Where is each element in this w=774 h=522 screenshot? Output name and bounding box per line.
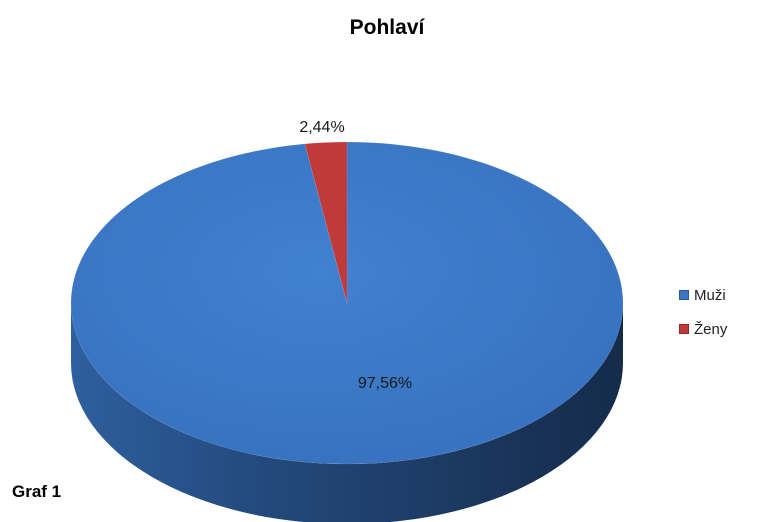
data-label-zeny: 2,44% — [299, 119, 344, 136]
legend-label-muzi: Muži — [694, 286, 726, 304]
legend-item-zeny: Ženy — [679, 318, 727, 340]
legend-swatch-muzi — [679, 290, 689, 300]
legend-label-zeny: Ženy — [694, 320, 728, 338]
data-label-muzi: 97,56% — [358, 375, 412, 392]
legend-item-muzi: Muži — [679, 284, 727, 306]
pie-slice-zeny — [304, 141, 348, 304]
legend-swatch-zeny — [679, 324, 689, 334]
figure-caption: Graf 1 — [12, 482, 62, 501]
chart-legend: Muži Ženy — [679, 284, 727, 352]
pie-side-muzi — [71, 303, 623, 522]
chart-title: Pohlaví — [349, 16, 425, 39]
pie-slice-muzi — [70, 141, 624, 465]
